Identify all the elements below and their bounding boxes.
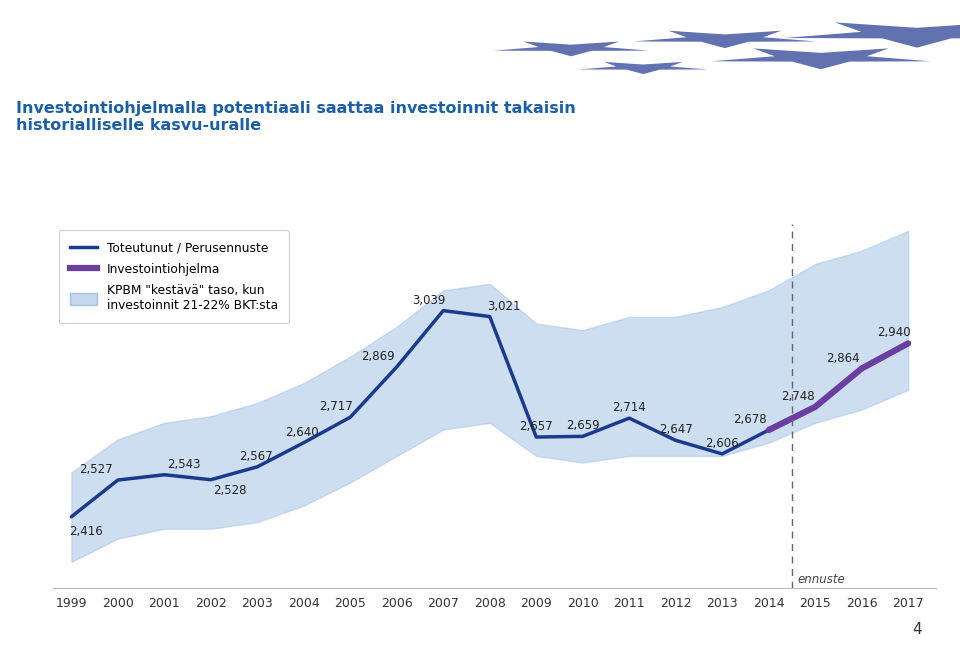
Text: 2,640: 2,640 [285, 426, 319, 439]
Polygon shape [711, 48, 930, 70]
Text: 2,864: 2,864 [826, 352, 859, 365]
Text: 2,416: 2,416 [69, 525, 103, 538]
Text: 3,021: 3,021 [487, 300, 520, 313]
Text: Investoinnit – Mitä tehdä?: Investoinnit – Mitä tehdä? [24, 43, 410, 69]
Text: 2,606: 2,606 [706, 437, 739, 450]
Text: 2,647: 2,647 [659, 423, 692, 436]
Polygon shape [634, 31, 816, 48]
Text: 3,039: 3,039 [413, 294, 446, 307]
Text: 2,714: 2,714 [612, 401, 646, 414]
Text: 2,528: 2,528 [213, 484, 247, 497]
Text: 2,717: 2,717 [319, 400, 352, 413]
Text: 2,940: 2,940 [876, 326, 910, 339]
Legend: Toteutunut / Perusennuste, Investointiohjelma, KPBM "kestävä" taso, kun
investoi: Toteutunut / Perusennuste, Investointioh… [59, 230, 289, 323]
Text: 2,567: 2,567 [239, 450, 273, 463]
Text: 2,527: 2,527 [80, 463, 113, 476]
Text: Investointiohjelmalla potentiaali saattaa investoinnit takaisin
historialliselle: Investointiohjelmalla potentiaali saatta… [16, 101, 576, 133]
Text: 2,543: 2,543 [167, 458, 201, 471]
Text: 2,869: 2,869 [361, 350, 395, 363]
Text: ennuste: ennuste [798, 573, 845, 586]
Text: 2,678: 2,678 [732, 413, 766, 426]
Polygon shape [493, 42, 649, 57]
Text: 2,657: 2,657 [519, 420, 553, 433]
Text: 2,748: 2,748 [781, 390, 815, 403]
Polygon shape [784, 22, 960, 47]
Polygon shape [579, 62, 708, 74]
Text: 2,659: 2,659 [565, 419, 600, 432]
Text: 4: 4 [912, 622, 922, 637]
